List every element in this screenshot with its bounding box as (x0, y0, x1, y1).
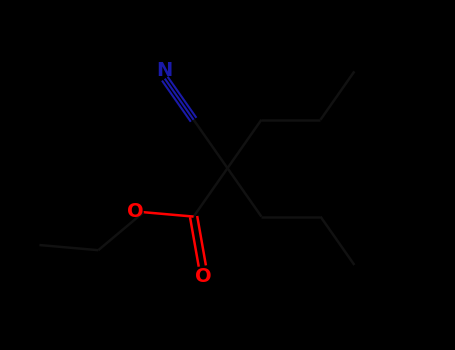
Text: O: O (127, 202, 144, 221)
Text: O: O (195, 267, 212, 286)
Text: N: N (157, 61, 173, 80)
